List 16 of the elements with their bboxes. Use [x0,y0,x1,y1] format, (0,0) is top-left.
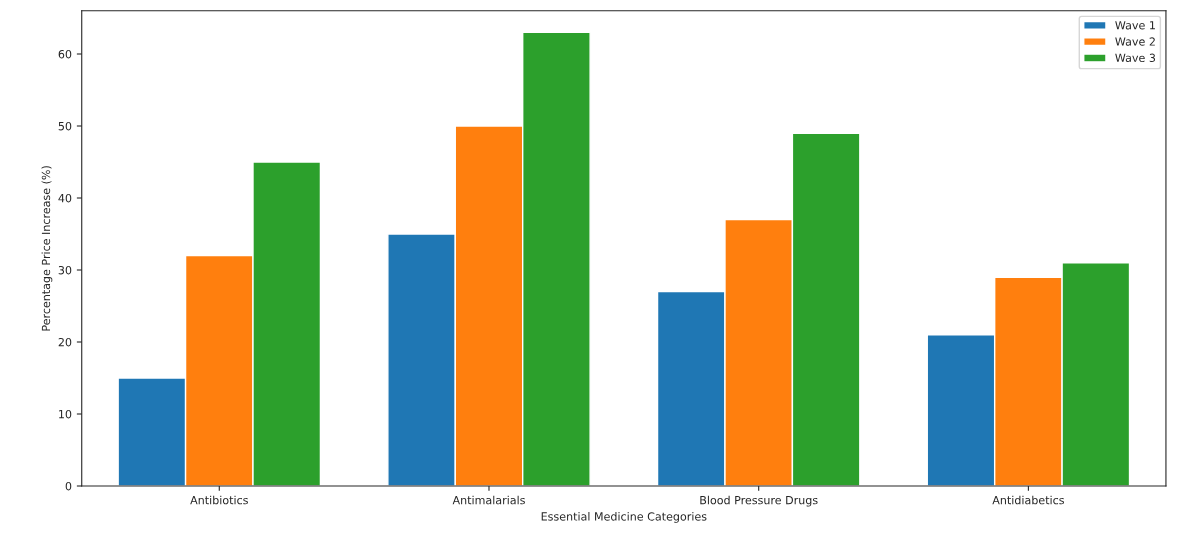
y-tick-label: 30 [58,265,72,275]
x-tick-label: Blood Pressure Drugs [700,495,818,507]
y-tick-label: 40 [58,193,72,203]
x-tick-label: Antibiotics [190,495,248,505]
y-tick-label: 60 [58,49,72,59]
y-tick-label: 10 [59,409,72,419]
x-tick-label: Antimalarials [452,495,525,505]
y-tick-label: 0 [65,481,72,491]
y-axis-title: Percentage Price Increase (%) [41,166,53,331]
y-tick-label: 50 [58,121,72,131]
y-tick-label: 20 [58,337,72,347]
x-tick-label: Antidiabetics [992,495,1064,505]
x-axis-title: Essential Medicine Categories [541,512,707,523]
legend-label: Wave 3 [1115,53,1156,63]
legend-label: Wave 2 [1115,37,1155,46]
legend-label: Wave 1 [1115,21,1155,30]
